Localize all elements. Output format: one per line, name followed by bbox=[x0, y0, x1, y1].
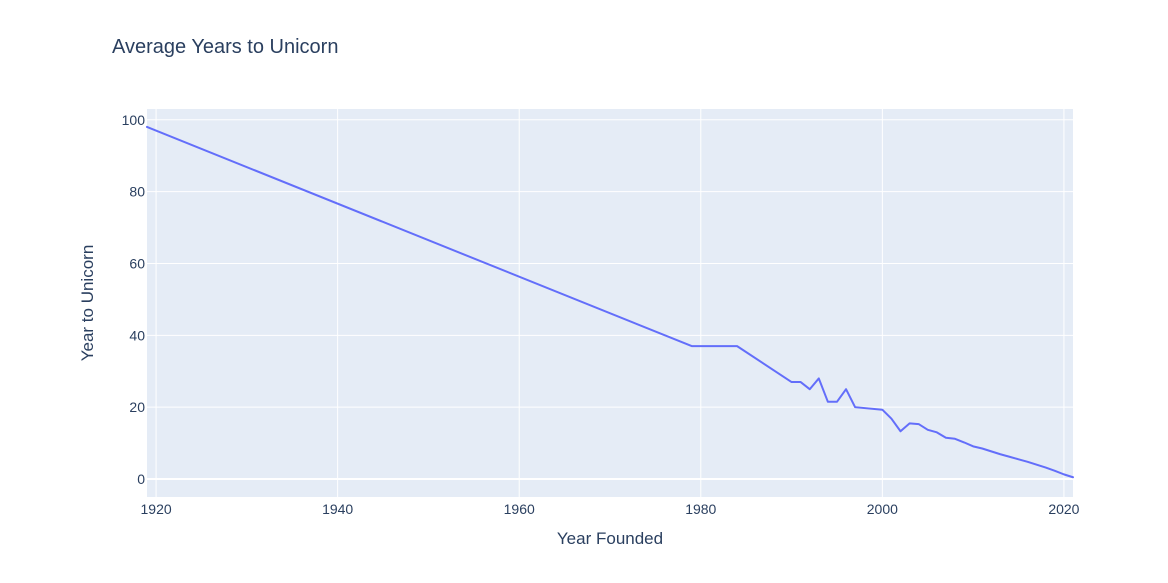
y-tick-label: 100 bbox=[122, 112, 146, 128]
series-line bbox=[146, 125, 1074, 479]
x-tick-label: 1980 bbox=[685, 501, 716, 517]
y-axis-title: Year to Unicorn bbox=[78, 245, 97, 362]
x-tick-label: 2000 bbox=[867, 501, 898, 517]
y-tick-label: 40 bbox=[129, 327, 145, 343]
y-tick-label: 20 bbox=[129, 399, 145, 415]
y-tick-labels: 0 20 40 60 80 100 bbox=[122, 112, 146, 487]
x-axis-title: Year Founded bbox=[557, 529, 663, 548]
y-grid-lines bbox=[147, 119, 1073, 481]
x-tick-label: 2020 bbox=[1048, 501, 1079, 517]
y-tick-label: 80 bbox=[129, 184, 145, 200]
chart-title: Average Years to Unicorn bbox=[112, 36, 338, 58]
x-tick-label: 1920 bbox=[141, 501, 172, 517]
series-layer bbox=[146, 125, 1074, 479]
x-grid-lines bbox=[155, 109, 1065, 497]
plot-background bbox=[147, 109, 1073, 497]
x-tick-labels: 1920 1940 1960 1980 2000 2020 bbox=[141, 501, 1080, 517]
x-tick-label: 1960 bbox=[504, 501, 535, 517]
x-tick-label: 1940 bbox=[322, 501, 353, 517]
y-tick-label: 60 bbox=[129, 255, 145, 271]
y-tick-label: 0 bbox=[137, 471, 145, 487]
